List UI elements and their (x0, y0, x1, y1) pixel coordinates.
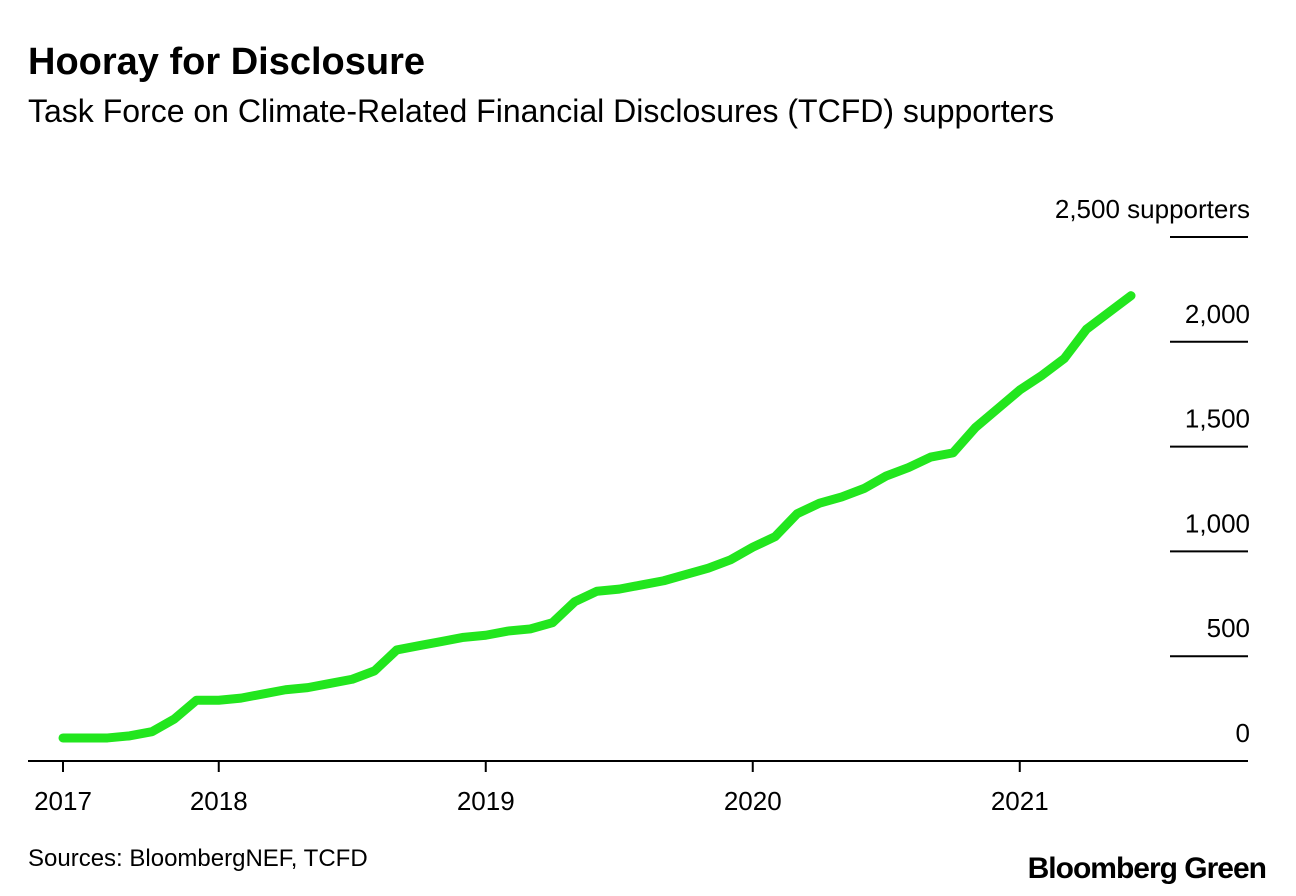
data-line (58, 291, 1136, 743)
y-tick-label: 1,500 (1185, 404, 1250, 434)
x-tick-label: 2017 (34, 786, 92, 816)
x-tick-label: 2020 (724, 786, 782, 816)
source-note: Sources: BloombergNEF, TCFD (28, 845, 368, 872)
x-tick-label: 2018 (190, 786, 248, 816)
y-tick-label: 2,500 supporters (1055, 194, 1250, 224)
y-tick-label: 0 (1236, 718, 1250, 748)
y-tick-label: 1,000 (1185, 508, 1250, 538)
chart-subtitle: Task Force on Climate-Related Financial … (28, 93, 1054, 129)
chart-title: Hooray for Disclosure (28, 41, 425, 83)
x-tick-label: 2021 (991, 786, 1049, 816)
logo: Bloomberg Green (1028, 852, 1266, 885)
y-tick-label: 2,000 (1185, 299, 1250, 329)
y-tick-label: 500 (1207, 613, 1250, 643)
x-tick-label: 2019 (457, 786, 515, 816)
